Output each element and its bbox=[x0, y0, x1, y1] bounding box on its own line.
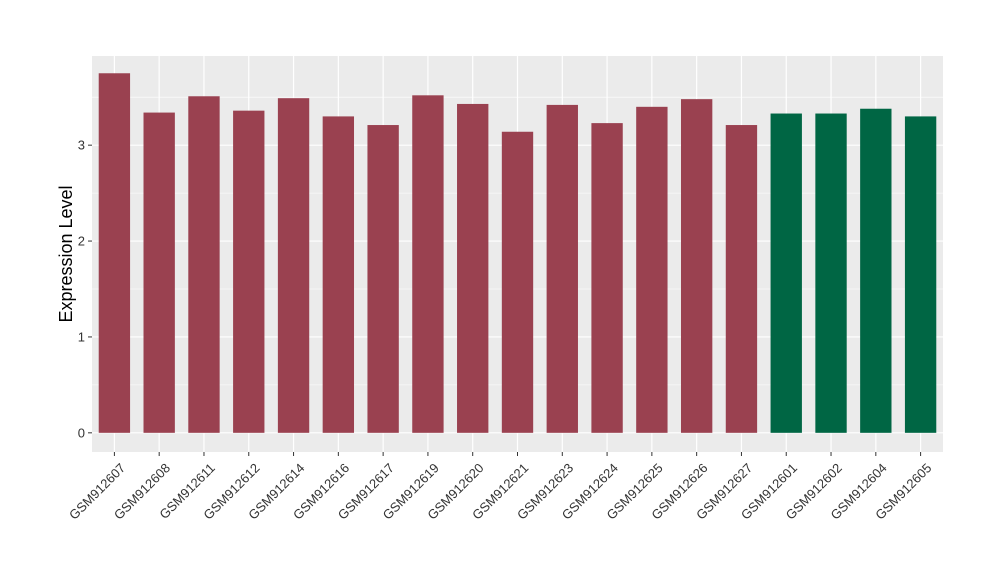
bar-GSM912627 bbox=[725, 125, 758, 433]
bar-GSM912614 bbox=[277, 98, 310, 433]
bar-GSM912616 bbox=[322, 116, 355, 433]
bars bbox=[98, 73, 937, 433]
bar-GSM912601 bbox=[770, 113, 802, 433]
bar-GSM912619 bbox=[412, 95, 444, 433]
y-axis-title: Expression Level bbox=[56, 185, 76, 322]
bar-GSM912623 bbox=[546, 104, 578, 433]
x-axis: GSM912607GSM912608GSM912611GSM912612GSM9… bbox=[66, 452, 935, 523]
y-tick-label: 0 bbox=[78, 425, 85, 440]
bar-GSM912620 bbox=[457, 103, 489, 433]
bar-GSM912602 bbox=[815, 113, 847, 433]
y-axis: 0 1 2 3 bbox=[78, 138, 92, 440]
y-tick-label: 3 bbox=[78, 138, 85, 153]
bar-GSM912624 bbox=[591, 123, 623, 433]
bar-GSM912625 bbox=[636, 106, 668, 433]
bar-GSM912611 bbox=[188, 96, 220, 433]
y-tick-label: 1 bbox=[78, 329, 85, 344]
bar-GSM912605 bbox=[904, 116, 937, 433]
bar-GSM912626 bbox=[680, 99, 713, 433]
bar-GSM912617 bbox=[367, 125, 399, 433]
y-tick-label: 2 bbox=[78, 234, 85, 249]
bar-GSM912604 bbox=[860, 108, 892, 433]
bar-GSM912612 bbox=[233, 110, 265, 433]
bar-GSM912621 bbox=[501, 131, 534, 433]
bar-GSM912607 bbox=[98, 73, 131, 433]
bar-GSM912608 bbox=[143, 112, 175, 433]
